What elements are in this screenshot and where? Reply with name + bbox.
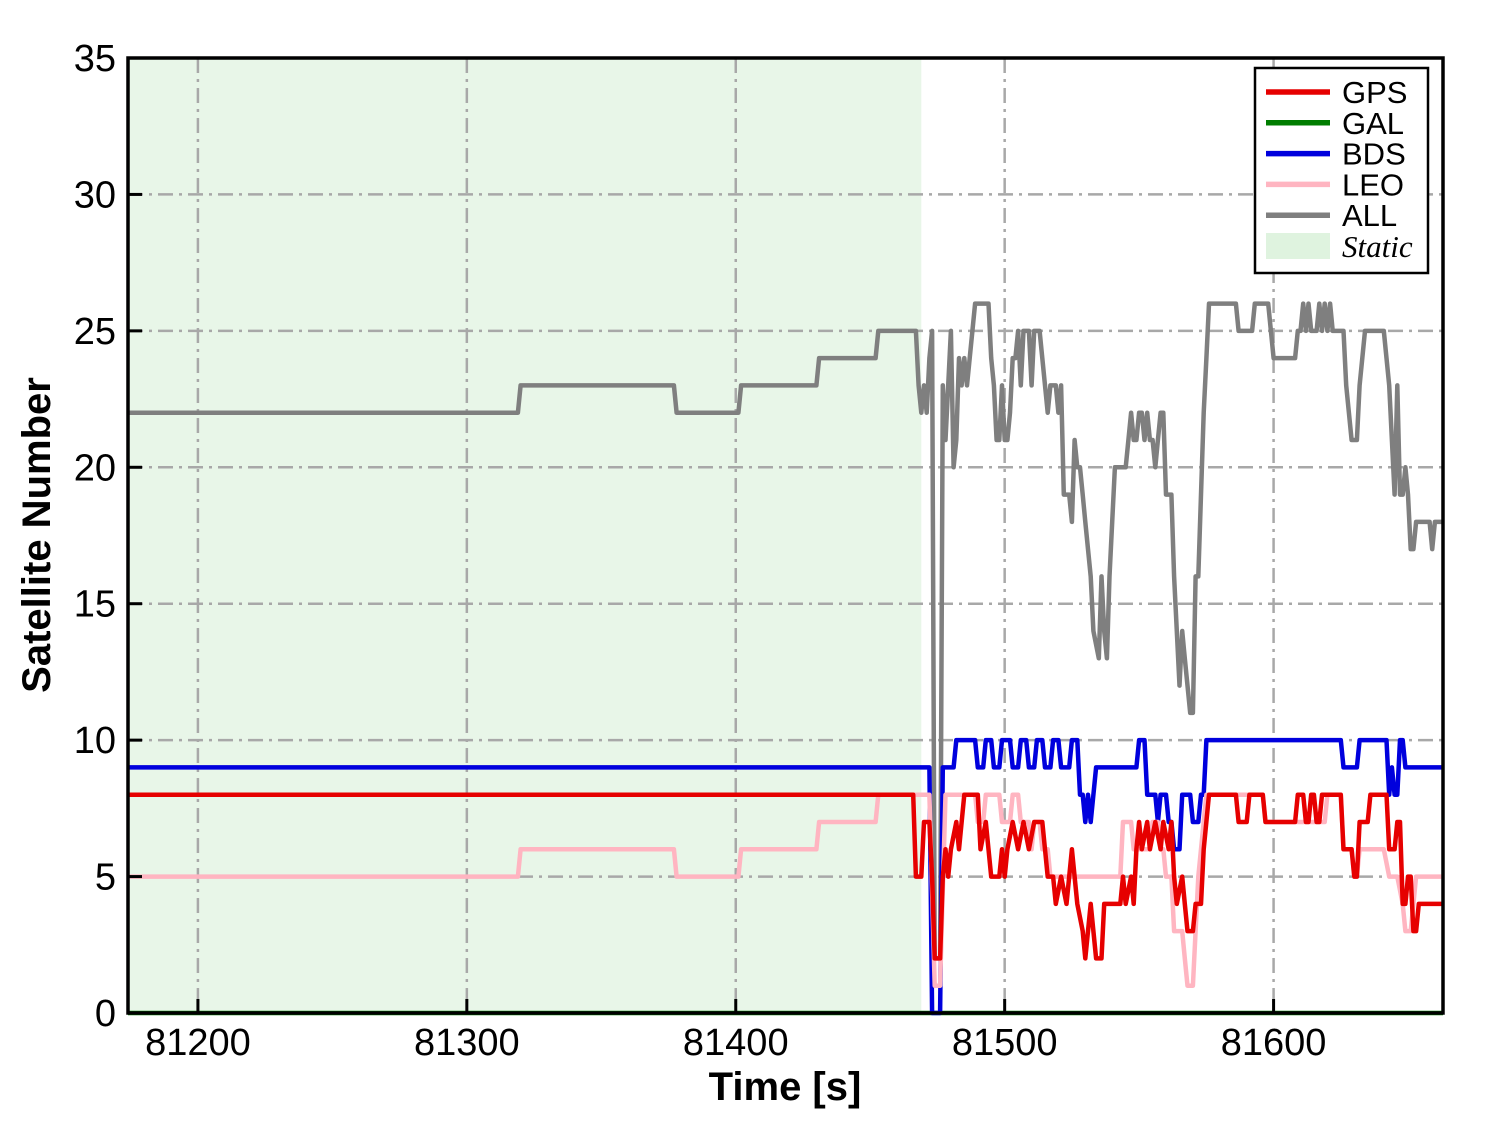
legend-label-gps: GPS (1342, 75, 1407, 110)
tick-labels: 81200 81300 81400 81500 81600 0 5 10 15 20 25 30 35 (74, 38, 1327, 1064)
x-axis-label: Time [s] (709, 1065, 862, 1109)
x-tick-label-81400: 81400 (683, 1022, 789, 1064)
legend-sample-patch-static (1266, 233, 1330, 259)
legend-label-gal: GAL (1342, 106, 1404, 141)
y-tick-label-15: 15 (74, 584, 116, 626)
y-tick-label-30: 30 (74, 174, 116, 216)
legend-label-all: ALL (1342, 198, 1397, 233)
y-tick-label-10: 10 (74, 720, 116, 762)
y-axis-label: Satellite Number (15, 377, 59, 693)
legend-item-all: ALL (1266, 198, 1397, 233)
series-line-gps (128, 792, 1443, 961)
y-tick-label-35: 35 (74, 38, 116, 80)
y-tick-label-25: 25 (74, 311, 116, 353)
legend-item-bds: BDS (1266, 137, 1406, 172)
axis-ticks (128, 56, 1276, 1015)
plot-frame (126, 56, 1445, 1015)
x-tick-label-81600: 81600 (1221, 1022, 1327, 1064)
y-tick-label-20: 20 (74, 447, 116, 489)
legend-label-static: Static (1342, 229, 1413, 264)
x-tick-label-81200: 81200 (145, 1022, 251, 1064)
legend-label-bds: BDS (1342, 137, 1406, 172)
series-line-bds (128, 737, 1443, 1016)
series-line-all (128, 301, 1443, 961)
static-region-shading (128, 58, 922, 1013)
y-tick-label-0: 0 (95, 993, 116, 1035)
x-tick-label-81500: 81500 (952, 1022, 1058, 1064)
legend-label-leo: LEO (1342, 167, 1404, 202)
legend-item-static: Static (1266, 229, 1413, 264)
legend-item-gps: GPS (1266, 75, 1407, 110)
legend-item-gal: GAL (1266, 106, 1404, 141)
x-tick-label-81300: 81300 (414, 1022, 520, 1064)
y-tick-label-5: 5 (95, 857, 116, 899)
legend-item-leo: LEO (1266, 167, 1404, 202)
